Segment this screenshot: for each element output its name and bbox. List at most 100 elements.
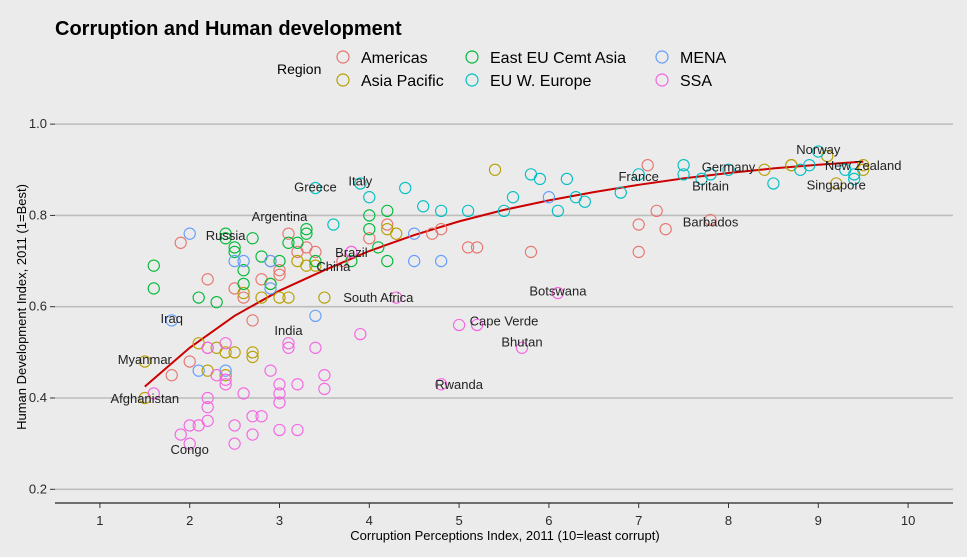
data-point-ssa [551, 286, 565, 300]
data-point-ssa [273, 387, 286, 400]
data-point-eu-w-europe [767, 177, 780, 190]
data-point-ssa [291, 378, 304, 391]
data-point-ssa [354, 327, 367, 341]
point-label: New Zealand [825, 158, 902, 173]
data-point-eu-w-europe [497, 204, 511, 218]
data-point-eu-w-europe [848, 168, 861, 181]
legend-key-eu-w-europe [465, 73, 479, 87]
axes: 0.2 0.4 0.6 0.8 1.0 1 2 3 4 5 6 7 8 9 10 [29, 116, 953, 528]
data-point-ssa [219, 337, 232, 350]
data-point-asia-pacific [488, 163, 502, 176]
data-point-eu-w-europe [354, 177, 367, 190]
x-tick-label: 9 [815, 513, 822, 528]
point-label: Barbados [683, 214, 739, 229]
legend-label: SSA [680, 73, 712, 90]
data-point-east-eu-cemt-asia [363, 222, 376, 236]
data-point-americas [174, 236, 187, 249]
data-point-ssa [515, 341, 529, 354]
x-tick-label: 2 [186, 513, 193, 528]
data-point-ssa [246, 428, 259, 441]
data-point-ssa [246, 410, 259, 423]
legend-label: MENA [680, 50, 727, 67]
data-point-ssa [390, 291, 403, 304]
data-point-ssa [273, 378, 286, 391]
data-point-ssa [201, 391, 214, 405]
data-point-ssa [282, 341, 295, 354]
data-point-asia-pacific [318, 291, 331, 304]
data-point-asia-pacific [273, 291, 286, 304]
data-point-mena [309, 309, 322, 322]
data-point-mena [183, 227, 196, 240]
data-point-east-eu-cemt-asia [381, 204, 394, 218]
data-point-east-eu-cemt-asia [300, 222, 313, 236]
y-axis-title: Human Development Index, 2011 (1=Best) [14, 184, 29, 430]
data-point-mena [264, 282, 277, 295]
data-point-east-eu-cemt-asia [345, 254, 358, 268]
data-point-east-eu-cemt-asia [228, 241, 241, 254]
gridlines [55, 123, 953, 491]
data-point-mena [408, 254, 421, 268]
legend-label: East EU Cemt Asia [490, 50, 626, 67]
data-point-americas [632, 245, 645, 259]
data-point-americas [704, 213, 717, 227]
point-label: Italy [348, 174, 372, 189]
legend-label: Asia Pacific [361, 73, 444, 90]
x-tick-label: 7 [635, 513, 642, 528]
data-point-eu-w-europe [803, 159, 816, 172]
point-label: India [274, 323, 303, 338]
data-point-east-eu-cemt-asia [147, 282, 160, 295]
data-point-ssa [219, 373, 232, 386]
data-point-asia-pacific [255, 291, 268, 304]
point-label: China [316, 259, 351, 274]
data-point-ssa [174, 428, 187, 441]
data-point-east-eu-cemt-asia [219, 227, 232, 240]
data-point-americas [237, 291, 250, 304]
data-point-americas [632, 218, 645, 231]
point-label: Rwanda [435, 377, 483, 392]
data-point-ssa [309, 341, 322, 354]
y-tick-label: 0.4 [29, 390, 47, 405]
point-label: Afghanistan [110, 391, 179, 406]
points-layer [138, 145, 870, 450]
data-point-mena [237, 254, 250, 268]
data-point-east-eu-cemt-asia [291, 236, 304, 249]
point-label: South Africa [343, 290, 414, 305]
data-point-ssa [201, 341, 214, 354]
data-point-americas [183, 355, 196, 368]
point-label: Singapore [807, 177, 866, 192]
data-point-americas [309, 245, 322, 259]
data-point-ssa [345, 245, 358, 259]
point-label: Botswana [529, 284, 587, 299]
data-point-americas [641, 159, 654, 172]
y-tick-label: 1.0 [29, 116, 47, 131]
y-tick-label: 0.2 [29, 481, 47, 496]
data-point-americas [273, 268, 286, 281]
x-tick-label: 10 [901, 513, 915, 528]
data-point-ssa [318, 382, 331, 396]
data-point-ssa [255, 410, 268, 423]
data-point-americas [470, 241, 484, 254]
data-point-ssa [201, 400, 214, 414]
x-tick-label: 8 [725, 513, 732, 528]
data-point-ssa [183, 419, 196, 432]
legend-label: Americas [361, 50, 428, 67]
legend-key-americas [336, 50, 350, 64]
data-point-ssa [147, 387, 160, 400]
data-point-eu-w-europe [363, 191, 376, 204]
data-point-eu-w-europe [848, 172, 861, 186]
data-point-asia-pacific [246, 350, 259, 364]
data-point-eu-w-europe [704, 168, 717, 181]
data-point-eu-w-europe [722, 163, 735, 176]
data-point-east-eu-cemt-asia [363, 209, 376, 222]
data-point-americas [165, 369, 178, 382]
point-label: Iraq [161, 311, 183, 326]
data-point-eu-w-europe [461, 204, 475, 218]
data-point-eu-w-europe [399, 181, 412, 195]
data-point-mena [408, 227, 421, 240]
data-point-eu-w-europe [533, 172, 547, 186]
trend-line [144, 160, 864, 388]
data-point-asia-pacific [282, 291, 295, 304]
data-point-asia-pacific [390, 227, 403, 240]
data-point-east-eu-cemt-asia [273, 254, 286, 268]
